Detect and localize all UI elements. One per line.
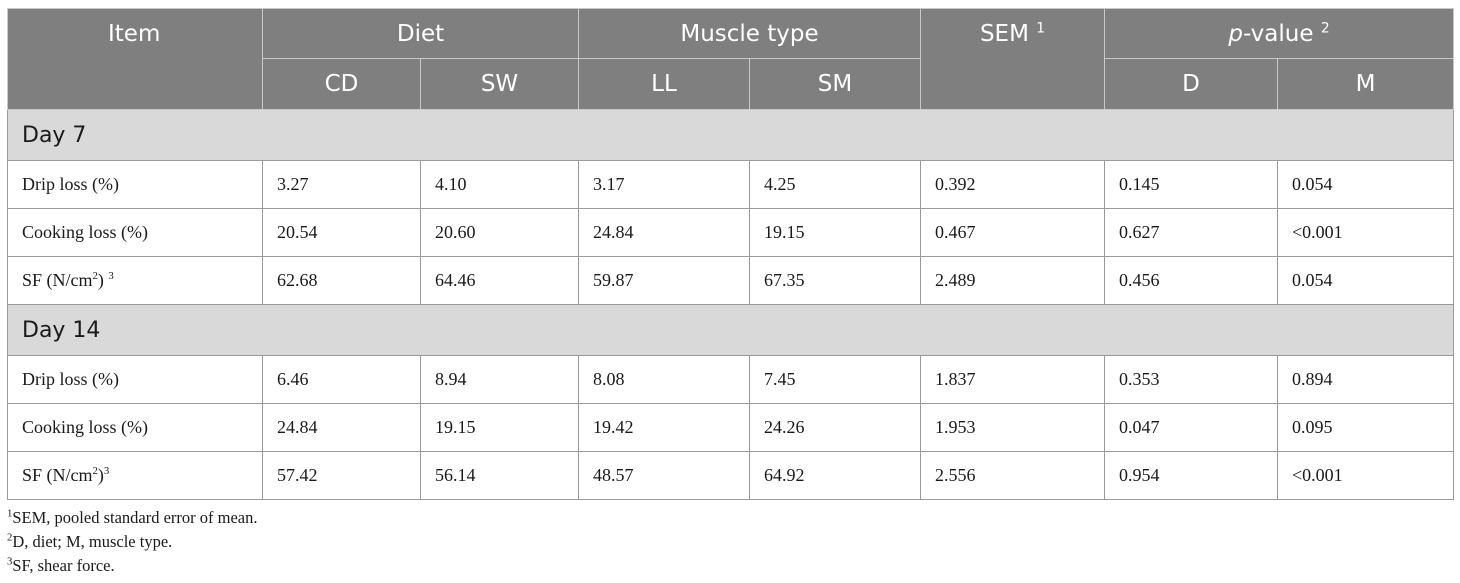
value-cell: 0.392 <box>920 160 1105 209</box>
row-label-part: 3 <box>108 270 114 282</box>
table-header: Item Diet Muscle type SEM 1 p-value 2 CD… <box>7 8 1454 110</box>
row-label: Drip loss (%) <box>7 355 263 404</box>
row-label: Drip loss (%) <box>7 160 263 209</box>
value-cell: 20.54 <box>262 208 421 257</box>
value-cell: 19.15 <box>749 208 921 257</box>
value-cell: 0.467 <box>920 208 1105 257</box>
value-cell: 0.353 <box>1104 355 1278 404</box>
row-label: Cooking loss (%) <box>7 208 263 257</box>
row-label-part: 3 <box>103 465 110 477</box>
value-cell: 0.456 <box>1104 256 1278 305</box>
row-label-part: SF (N/cm <box>22 465 93 485</box>
value-cell: 56.14 <box>420 451 579 500</box>
row-label: Cooking loss (%) <box>7 403 263 452</box>
value-cell: 24.26 <box>749 403 921 452</box>
row-label-part: Drip loss (%) <box>22 174 119 194</box>
section-title: Day 7 <box>7 109 1454 161</box>
footnotes: 1SEM, pooled standard error of mean. 2D,… <box>7 506 258 578</box>
value-cell: 67.35 <box>749 256 921 305</box>
value-cell: 64.46 <box>420 256 579 305</box>
value-cell: 24.84 <box>262 403 421 452</box>
value-cell: 64.92 <box>749 451 921 500</box>
value-cell: 20.60 <box>420 208 579 257</box>
header-p-value: p-value 2 <box>1104 8 1454 59</box>
header-cd: CD <box>262 58 421 110</box>
value-cell: 57.42 <box>262 451 421 500</box>
value-cell: 0.954 <box>1104 451 1278 500</box>
footnote: 2D, diet; M, muscle type. <box>7 531 173 551</box>
row-label-part: Drip loss (%) <box>22 369 119 389</box>
value-cell: <0.001 <box>1277 208 1454 257</box>
header-m: M <box>1277 58 1454 110</box>
value-cell: 59.87 <box>578 256 750 305</box>
header-diet: Diet <box>262 8 579 59</box>
value-cell: 1.953 <box>920 403 1105 452</box>
value-cell: 19.15 <box>420 403 579 452</box>
section-title: Day 14 <box>7 304 1454 356</box>
row-label-part: 2 <box>92 270 98 282</box>
value-cell: 62.68 <box>262 256 421 305</box>
value-cell: 8.94 <box>420 355 579 404</box>
value-cell: 0.054 <box>1277 160 1454 209</box>
table-row: SF (N/cm2) 3 62.68 64.46 59.87 67.35 2.489 0.4… <box>7 256 1454 305</box>
footnote: 3SF, shear force. <box>7 555 115 575</box>
table-row: Drip loss (%) 3.27 4.10 3.17 4.25 0.392 0.145 0… <box>7 160 1454 209</box>
value-cell: 0.054 <box>1277 256 1454 305</box>
row-label-part: SF (N/cm <box>22 270 93 290</box>
value-cell: 3.27 <box>262 160 421 209</box>
header-item: Item <box>7 8 263 110</box>
value-cell: 0.095 <box>1277 403 1454 452</box>
value-cell: 48.57 <box>578 451 750 500</box>
table-body: Day 7 Drip loss (%) 3.27 4.10 3.17 4.25 0.392 0… <box>7 109 1454 500</box>
value-cell: 4.10 <box>420 160 579 209</box>
results-table: Item Diet Muscle type SEM 1 p-value 2 CD… <box>7 8 1454 500</box>
row-label: SF (N/cm2) 3 <box>7 256 263 305</box>
row-label: SF (N/cm2)3 <box>7 451 263 500</box>
header-d: D <box>1104 58 1278 110</box>
value-cell: 0.047 <box>1104 403 1278 452</box>
value-cell: 1.837 <box>920 355 1105 404</box>
value-cell: 3.17 <box>578 160 750 209</box>
header-muscle-type: Muscle type <box>578 8 921 59</box>
value-cell: 24.84 <box>578 208 750 257</box>
value-cell: 2.489 <box>920 256 1105 305</box>
header-ll: LL <box>578 58 750 110</box>
value-cell: 8.08 <box>578 355 750 404</box>
value-cell: 2.556 <box>920 451 1105 500</box>
value-cell: 0.627 <box>1104 208 1278 257</box>
row-label-part: Cooking loss (%) <box>22 222 148 242</box>
value-cell: 0.894 <box>1277 355 1454 404</box>
value-cell: 7.45 <box>749 355 921 404</box>
table-row: Cooking loss (%) 20.54 20.60 24.84 19.15 0.46… <box>7 208 1454 257</box>
row-label-part: 2 <box>92 465 98 477</box>
value-cell: 6.46 <box>262 355 421 404</box>
table-row: Cooking loss (%) 24.84 19.15 19.42 24.26 1.95… <box>7 403 1454 452</box>
results-table-container: Item Diet Muscle type SEM 1 p-value 2 CD… <box>7 8 1454 500</box>
table-row: Drip loss (%) 6.46 8.94 8.08 7.45 1.837 0.353 0… <box>7 355 1454 404</box>
section-row: Day 14 <box>7 304 1454 356</box>
header-sem: SEM 1 <box>920 8 1105 110</box>
row-label-part: ) <box>97 270 109 290</box>
section-row: Day 7 <box>7 109 1454 161</box>
header-sw: SW <box>420 58 579 110</box>
value-cell: 0.145 <box>1104 160 1278 209</box>
value-cell: 4.25 <box>749 160 921 209</box>
footnote: 1SEM, pooled standard error of mean. <box>7 507 258 527</box>
value-cell: <0.001 <box>1277 451 1454 500</box>
row-label-part: Cooking loss (%) <box>22 417 148 437</box>
row-label-part: ) <box>97 465 104 485</box>
value-cell: 19.42 <box>578 403 750 452</box>
header-sm: SM <box>749 58 921 110</box>
table-row: SF (N/cm2)3 57.42 56.14 48.57 64.92 2.556 0.95… <box>7 451 1454 500</box>
